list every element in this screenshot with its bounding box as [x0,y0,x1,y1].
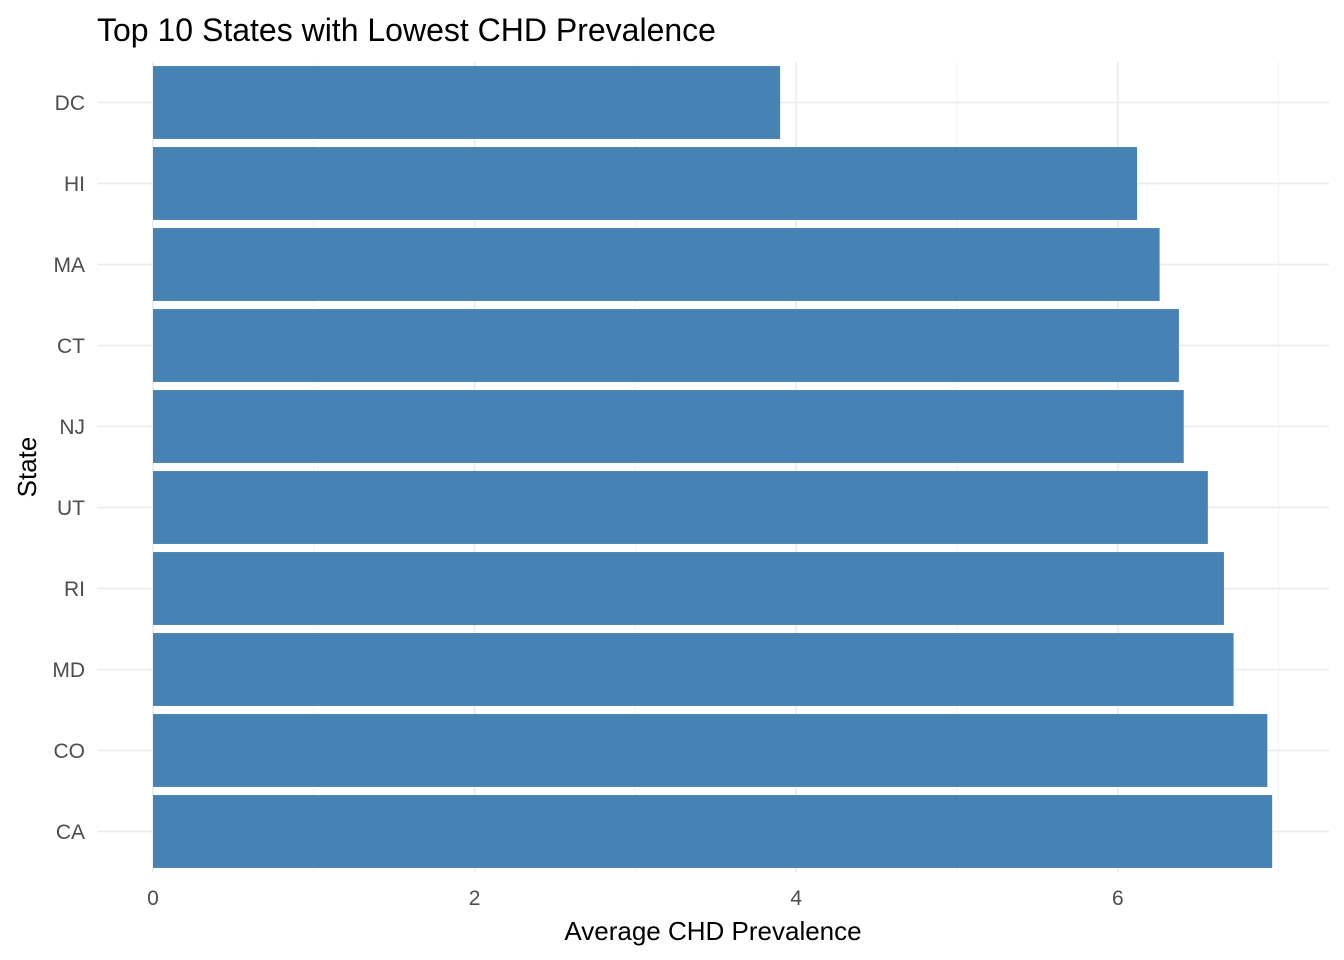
bar-ca [153,795,1273,868]
y-axis-title: State [12,437,42,498]
y-tick-label: MA [54,254,86,277]
y-tick-label: CA [56,821,85,844]
bar-co [153,714,1268,787]
y-tick-label: DC [55,92,85,115]
y-tick-label: CO [54,740,86,763]
bar-nj [153,390,1184,463]
bar-ma [153,228,1160,301]
bar-ut [153,471,1208,544]
bars [153,66,1273,868]
x-tick-label: 4 [790,887,802,910]
y-tick-label: MD [52,659,85,682]
y-tick-label: HI [64,173,85,196]
bar-md [153,633,1234,706]
y-tick-label: CT [57,335,85,358]
x-tick-label: 0 [147,887,159,910]
bar-ct [153,309,1179,382]
x-axis-title: Average CHD Prevalence [564,916,861,946]
y-axis-ticks: DC HI MA CT NJ UT RI MD CO CA [52,92,85,844]
x-tick-label: 6 [1112,887,1124,910]
y-tick-label: NJ [59,416,85,439]
y-tick-label: RI [64,578,85,601]
bar-hi [153,147,1138,220]
x-tick-label: 2 [469,887,481,910]
x-axis-ticks: 0 2 4 6 [147,887,1123,910]
bar-ri [153,552,1224,625]
bar-dc [153,66,781,139]
y-tick-label: UT [57,497,85,520]
chart-title: Top 10 States with Lowest CHD Prevalence [97,12,716,48]
